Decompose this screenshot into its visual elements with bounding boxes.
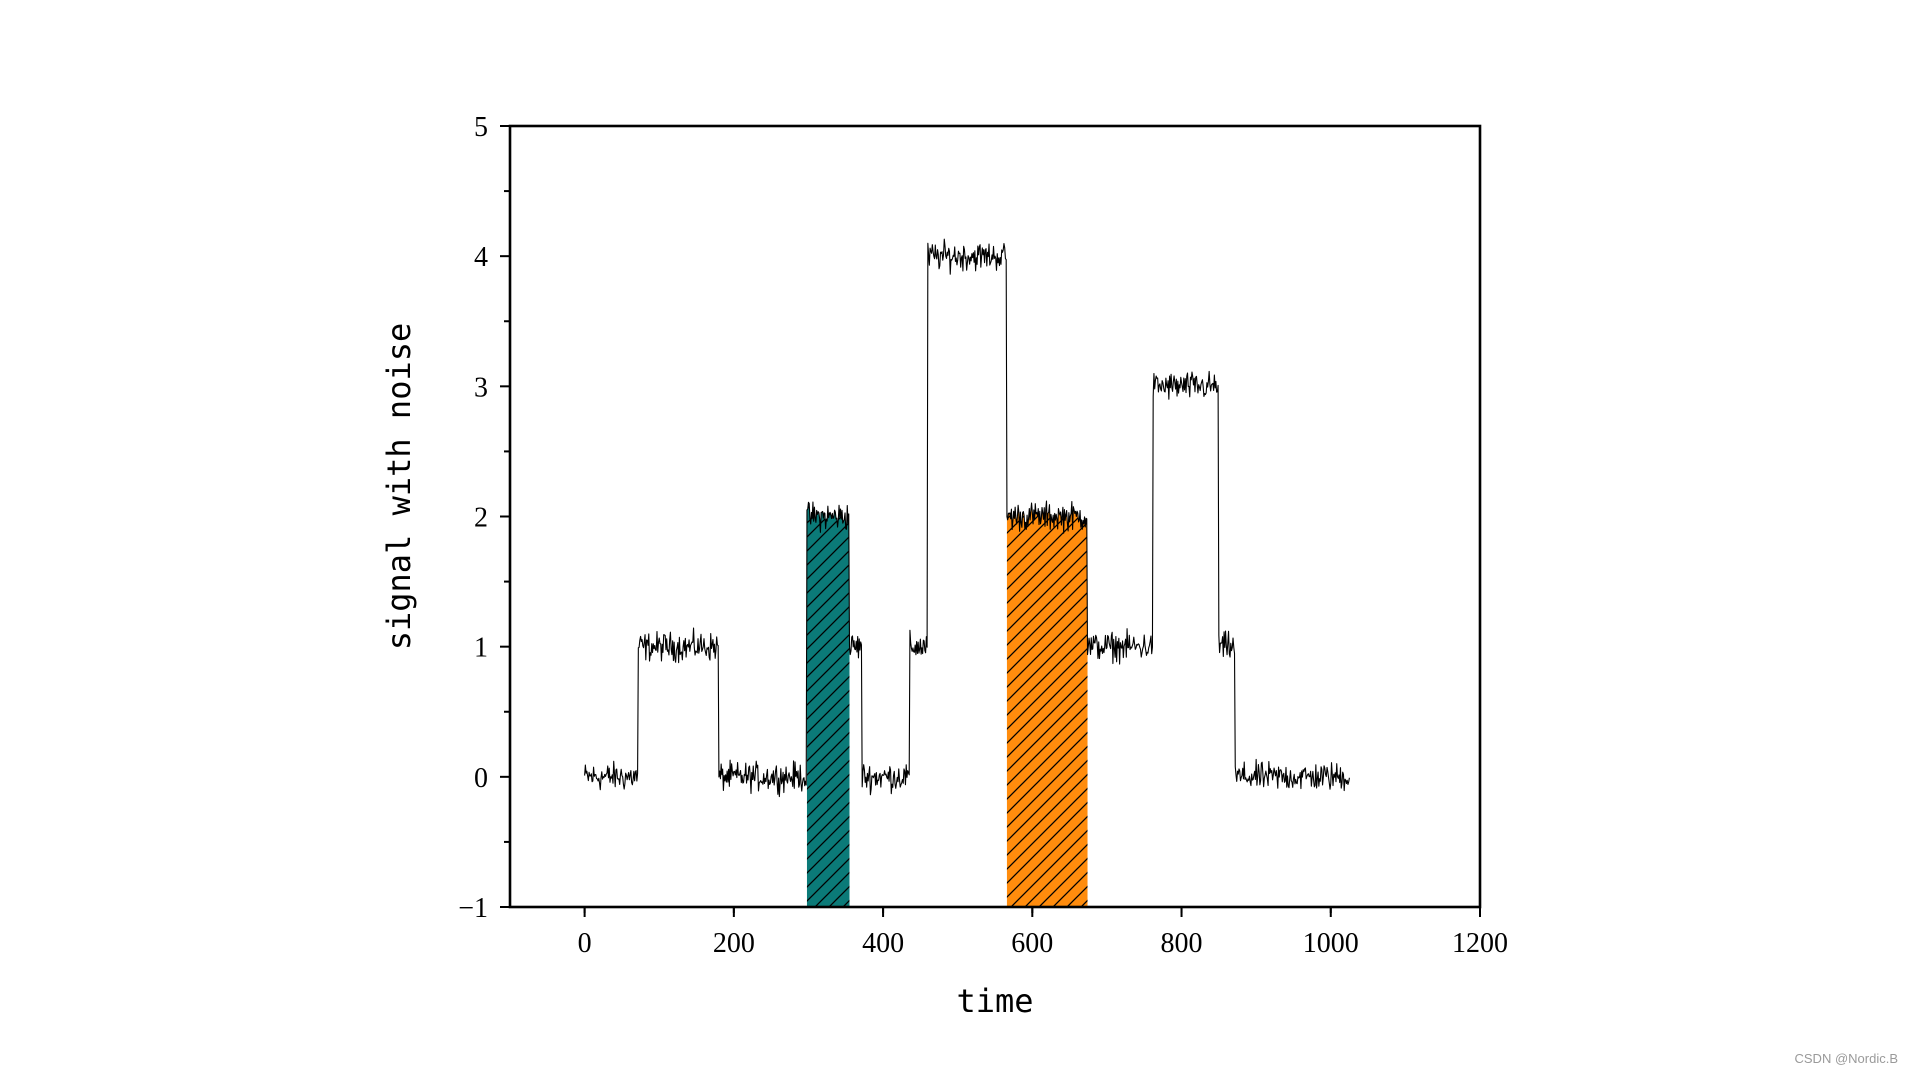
x-axis-title: time [956, 982, 1033, 1020]
x-tick-label: 1000 [1303, 928, 1359, 959]
x-tick-label: 0 [578, 928, 592, 959]
x-tick-label: 1200 [1452, 928, 1508, 959]
highlight-region-hatch-1 [806, 502, 850, 907]
watermark: CSDN @Nordic.B [1794, 1051, 1899, 1066]
y-tick-label: 2 [474, 503, 488, 534]
x-tick-label: 600 [1011, 928, 1053, 959]
y-tick-label: 3 [474, 372, 488, 403]
y-tick-label: 1 [474, 633, 488, 664]
highlight-region-hatch-2 [1006, 500, 1088, 907]
y-axis-title: signal with noise [380, 323, 418, 651]
y-tick-label: 4 [474, 242, 488, 273]
x-tick-label: 200 [713, 928, 755, 959]
y-tick-label: 5 [474, 112, 488, 143]
plot-frame [508, 124, 1482, 909]
y-tick-label: −1 [458, 893, 488, 924]
x-tick-label: 400 [862, 928, 904, 959]
x-tick-label: 800 [1161, 928, 1203, 959]
y-tick-label: 0 [474, 763, 488, 794]
signal-line [584, 238, 1350, 798]
